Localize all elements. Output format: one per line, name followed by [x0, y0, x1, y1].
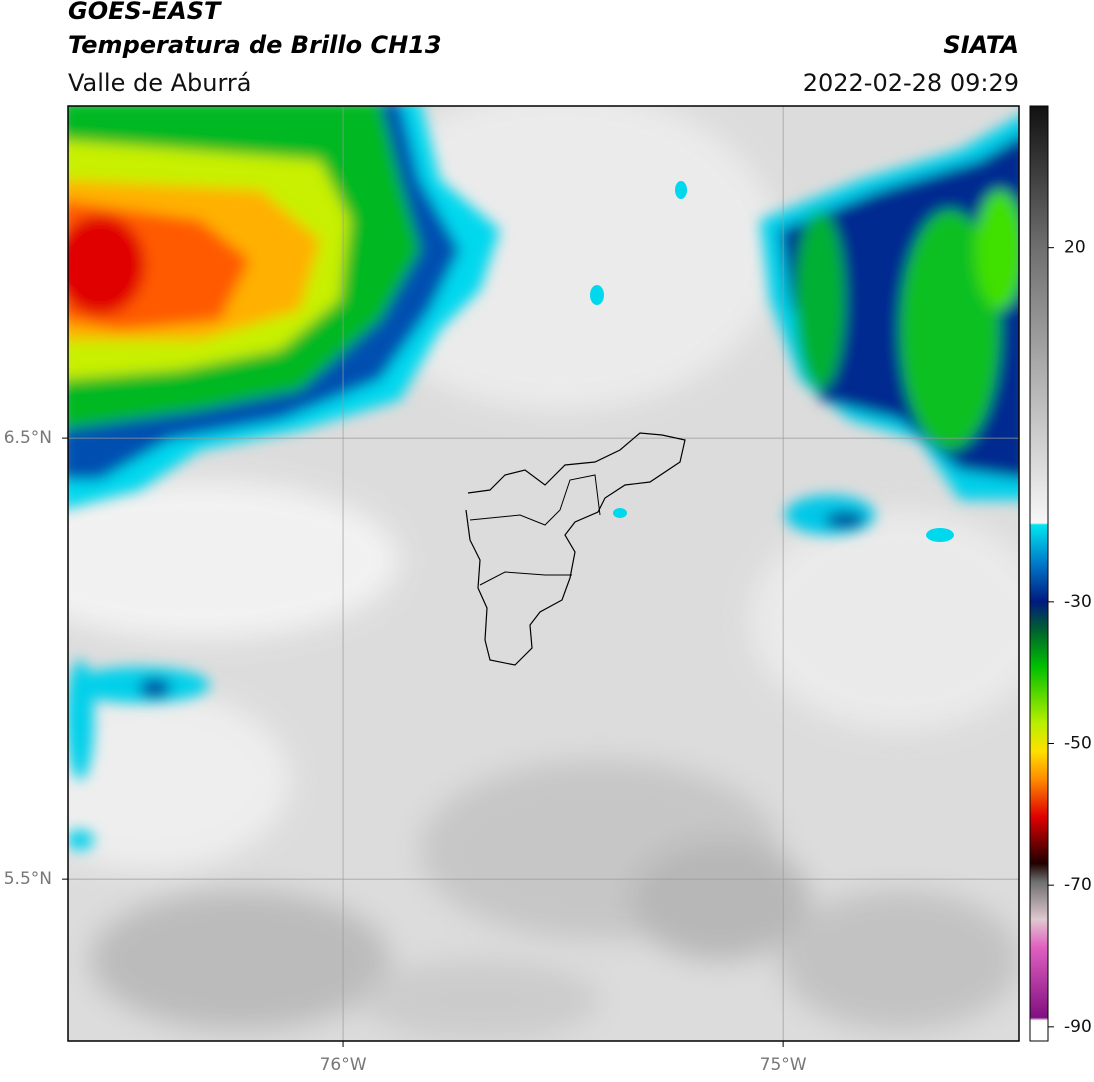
lat-label: 6.5°N	[4, 428, 52, 448]
colorbar-label: -50	[1064, 734, 1092, 754]
colorbar-ticks: 20 -30 -50 -70 -90	[1048, 238, 1092, 1037]
municipality-outline	[479, 571, 572, 586]
colorbar-label: -90	[1064, 1017, 1092, 1037]
colorbar-label: -70	[1064, 875, 1092, 895]
colorbar-label: -30	[1064, 592, 1092, 612]
municipality-outline	[469, 474, 601, 526]
region: Valle de Aburrá	[68, 69, 252, 97]
lat-label: 5.5°N	[4, 869, 52, 889]
source: SIATA	[943, 31, 1019, 59]
timestamp: 2022-02-28 09:29	[803, 69, 1019, 97]
graticule: 76°W 75°W 6.5°N 5.5°N	[4, 106, 1019, 1075]
map-frame	[67, 105, 1020, 1042]
municipality-outline	[465, 432, 686, 666]
title: GOES-EAST	[68, 0, 222, 25]
colorbar	[1029, 105, 1049, 1042]
colorbar-label: 20	[1064, 238, 1086, 258]
subtitle: Temperatura de Brillo CH13	[68, 31, 442, 59]
satellite-image	[68, 106, 1019, 1041]
lon-label: 75°W	[760, 1055, 807, 1075]
lon-label: 76°W	[320, 1055, 367, 1075]
